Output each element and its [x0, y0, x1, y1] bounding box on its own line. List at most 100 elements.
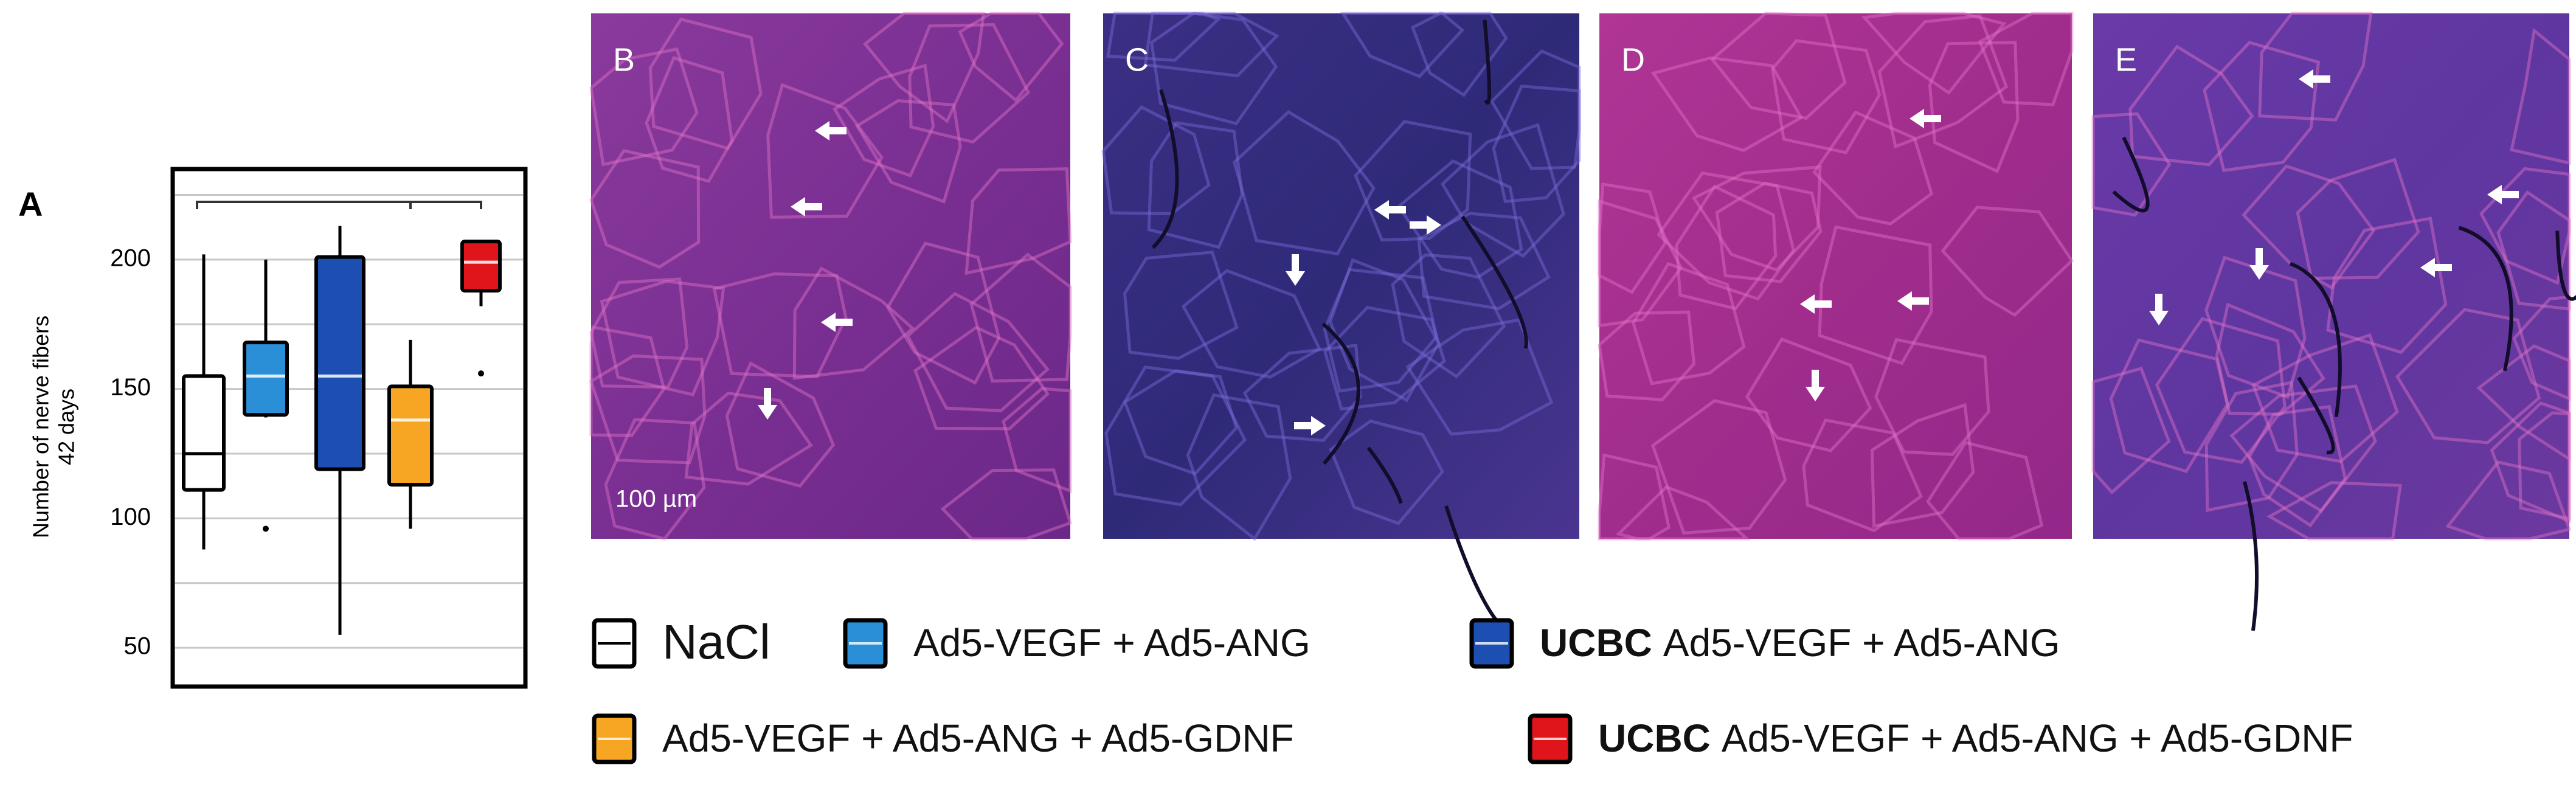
- legend-label: Ad5-VEGF + Ad5-ANG: [913, 621, 1311, 665]
- arrow: [815, 121, 847, 140]
- crack: [2458, 226, 2513, 372]
- arrow: [2149, 294, 2169, 325]
- legend-label: UCBC Ad5-VEGF + Ad5-ANG + Ad5-GDNF: [1598, 716, 2353, 760]
- crack: [1483, 19, 1491, 105]
- fiber-outline: [1242, 344, 1362, 442]
- fiber-outline: [2476, 344, 2571, 462]
- fiber-outline: [2266, 481, 2402, 541]
- fiber-outline: [766, 83, 884, 219]
- fiber-outline: [589, 325, 666, 437]
- fiber-outline: [1232, 110, 1376, 256]
- micrograph: [1103, 13, 1579, 539]
- fiber-outline: [905, 292, 1050, 412]
- fiber-outline: [2326, 216, 2448, 355]
- fiber-outline: [1650, 399, 1787, 535]
- arrow: [1909, 109, 1941, 128]
- fiber-outline: [1812, 110, 1934, 226]
- fiber-outline: [1926, 441, 2044, 541]
- fiber-outline: [2091, 366, 2171, 495]
- crack: [2243, 481, 2259, 631]
- fiber-outline: [1181, 269, 1321, 379]
- fiber-outline: [589, 354, 707, 465]
- micrograph: [591, 13, 1070, 539]
- fiber-outline: [2109, 338, 2229, 473]
- legend-name: Ad5-VEGF + Ad5-ANG: [913, 621, 1311, 665]
- panel-label: A: [18, 185, 43, 223]
- fiber-outline: [1615, 485, 1751, 541]
- arrow: [1800, 294, 1832, 314]
- fiber-outline: [886, 241, 1001, 385]
- fiber-outline: [2155, 317, 2287, 464]
- arrow: [1286, 254, 1305, 286]
- fiber-outline: [1440, 123, 1565, 258]
- fiber-outline: [1492, 85, 1581, 204]
- y-axis-label: Number of nerve fibers: [29, 316, 54, 538]
- fiber-outline: [1149, 12, 1278, 126]
- fiber-outline: [1657, 171, 1796, 301]
- fiber-outline: [1710, 12, 1847, 120]
- fiber-outline: [1405, 318, 1554, 436]
- fiber-outline: [2490, 401, 2571, 524]
- fiber-outline: [1489, 49, 1581, 170]
- fiber-outline: [1770, 39, 1882, 154]
- fiber-outline: [648, 17, 763, 150]
- fiber-outline: [1123, 369, 1239, 476]
- fiber-outline: [1328, 258, 1441, 403]
- crack: [2289, 261, 2342, 417]
- fiber-outline: [2518, 411, 2571, 521]
- fiber-outline: [1650, 56, 1804, 153]
- panel-label: B: [613, 41, 635, 78]
- fiber-outline: [1147, 121, 1244, 249]
- legend-name: Ad5-VEGF + Ad5-ANG + Ad5-GDNF: [662, 716, 1294, 760]
- box: [182, 374, 226, 492]
- scale-bar-label: 100 µm: [615, 486, 697, 513]
- fiber-outline: [604, 418, 706, 541]
- fiber-outline: [2296, 158, 2420, 280]
- panel-label: C: [1125, 41, 1149, 78]
- fiber-outline: [1186, 393, 1292, 541]
- fiber-outline: [1675, 184, 1778, 311]
- crack: [1151, 89, 1179, 249]
- fiber-outline: [1632, 261, 1746, 386]
- fiber-outline: [1598, 310, 1696, 401]
- fiber-outline: [1123, 251, 1239, 360]
- fiber-outline: [1323, 305, 1446, 411]
- fiber-outline: [1928, 41, 2020, 173]
- legend: NaCl Ad5-VEGF + Ad5-ANG UCBC Ad5-VEGF + Ad5…: [592, 615, 2353, 764]
- fiber-outline: [1598, 182, 1667, 294]
- box: [387, 384, 434, 487]
- fiber-outline: [2248, 404, 2347, 528]
- fiber-outline: [913, 325, 1050, 431]
- arrow: [758, 388, 777, 420]
- fiber-outline: [1745, 337, 1872, 452]
- y-tick-label: 100: [110, 504, 151, 530]
- fiber-outline: [958, 12, 1064, 103]
- fiber-outline: [1143, 12, 1279, 78]
- fiber-outline: [1417, 212, 1551, 311]
- fiber-outline: [2258, 12, 2373, 122]
- fiber-outline: [1323, 268, 1439, 393]
- outlier: [478, 370, 484, 377]
- arrow: [791, 197, 822, 216]
- fiber-outline: [645, 56, 734, 183]
- arrow: [2420, 258, 2452, 277]
- fiber-outline: [792, 266, 915, 380]
- fiber-outline: [1354, 120, 1472, 242]
- fiber-outline: [725, 361, 836, 488]
- fiber-outline: [2229, 384, 2377, 513]
- micrograph: [1599, 13, 2072, 539]
- box: [314, 255, 365, 471]
- y-tick-label: 150: [110, 374, 151, 401]
- fiber-outline: [1861, 12, 2007, 95]
- fiber-outline: [600, 279, 725, 396]
- micrographs: B C D E 100 µm: [589, 12, 2576, 633]
- arrow: [1806, 370, 1825, 401]
- y-tick-label: 200: [110, 244, 151, 271]
- panel-label: E: [2115, 41, 2137, 78]
- fiber-outline: [854, 99, 962, 204]
- fiber-outline: [969, 252, 1072, 383]
- significance-bracket: [196, 201, 482, 209]
- fiber-outline: [1818, 225, 1933, 365]
- crack: [2555, 230, 2576, 301]
